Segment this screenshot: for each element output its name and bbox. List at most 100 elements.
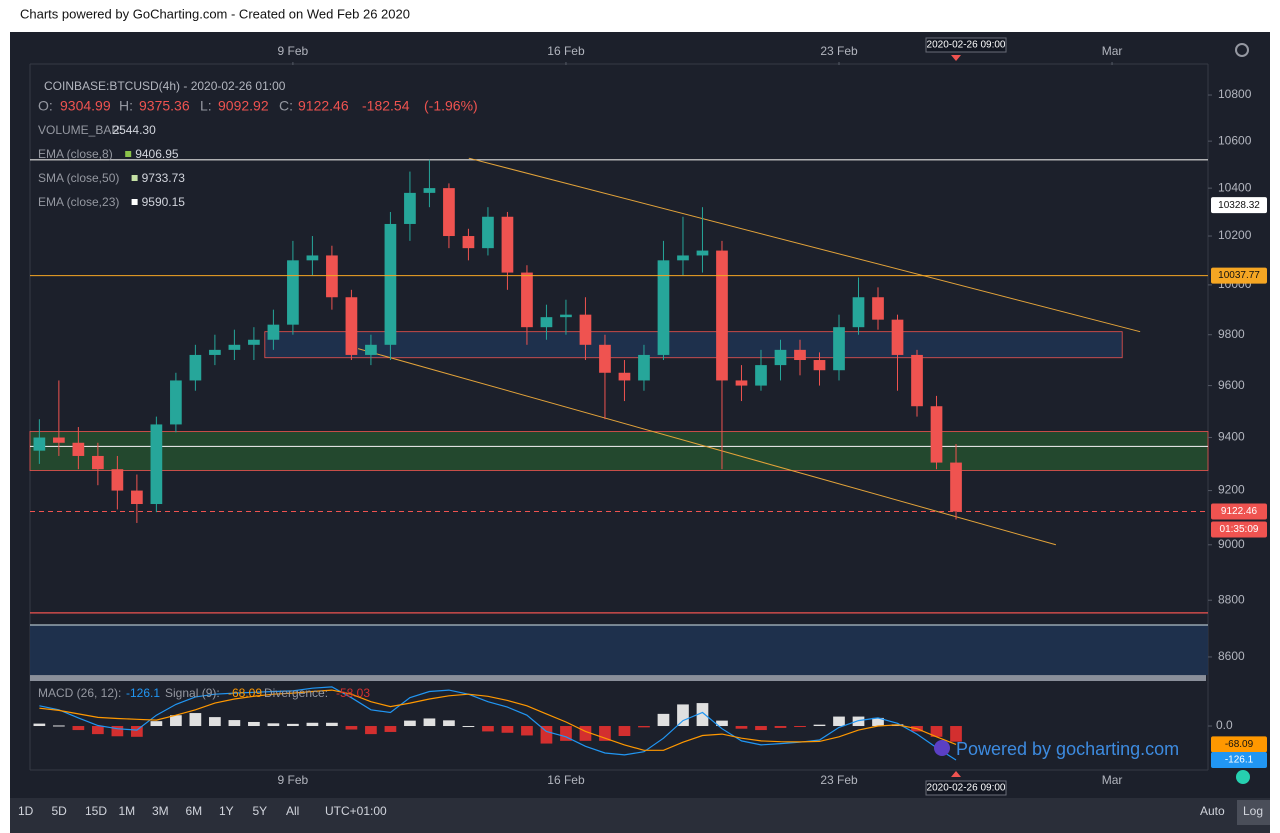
status-dot (1236, 770, 1250, 784)
divergence-bar (33, 723, 46, 727)
candle-body (111, 469, 124, 491)
candle-body (443, 188, 455, 237)
candle-body (813, 360, 826, 371)
price-tag-bg (1211, 267, 1267, 284)
candle-body (287, 260, 299, 325)
y-tick-label: 10600 (1218, 133, 1252, 147)
divergence-bar (384, 726, 397, 732)
countdown: 01:35:09 (1220, 524, 1259, 535)
candle-body (501, 216, 514, 273)
candle-body (696, 250, 709, 256)
watermark-logo (934, 740, 950, 756)
x-tick-label: 9 Feb (278, 773, 309, 787)
divergence-bar (794, 726, 806, 728)
y-tick-label: 9400 (1218, 430, 1245, 444)
candle-body (891, 319, 904, 355)
divergence-bar (696, 703, 709, 727)
crosshair-marker (951, 55, 962, 61)
candle-body (657, 260, 670, 355)
last-price-tag-bg (1211, 503, 1267, 520)
price-tag-bg (1211, 197, 1267, 214)
divergence-bar (813, 724, 826, 727)
candle-body (794, 349, 806, 361)
divergence-bar (638, 726, 650, 728)
divergence-bar (72, 726, 85, 731)
crosshair-label-bg (925, 37, 1007, 53)
divergence-bar (774, 726, 787, 728)
candle-body (423, 188, 436, 193)
range-button[interactable]: 5D (52, 804, 68, 818)
candle-body (774, 349, 787, 366)
signal-tag: -68.09 (1225, 739, 1254, 750)
timezone[interactable]: UTC+01:00 (325, 804, 387, 818)
log-button[interactable]: Log (1243, 804, 1263, 818)
high-value: 9375.36 (139, 98, 190, 114)
divergence-bar (540, 726, 553, 744)
candle-body (53, 437, 65, 443)
x-tick-label: 16 Feb (547, 773, 585, 787)
signal-line (39, 689, 957, 751)
range-button[interactable]: 15D (85, 804, 107, 818)
divergence-bar (482, 726, 494, 732)
divergence-bar (618, 726, 631, 736)
change: -182.54 (362, 98, 410, 114)
macd-title: MACD (26, 12): (38, 686, 121, 700)
symbol: COINBASE:BTCUSD(4h) - 2020-02-26 01:00 (44, 79, 286, 93)
trendline (468, 157, 1141, 333)
price-tag: 10328.32 (1218, 200, 1260, 211)
auto-button[interactable]: Auto (1200, 804, 1225, 818)
open-value: 9304.99 (60, 98, 111, 114)
divergence-bar (189, 713, 202, 727)
divergence-bar (579, 726, 592, 741)
candle-body (930, 406, 943, 463)
toolbar-items: UTC+01:00 Auto Log 1D 5D 15D 1M 3M 6M 1Y 5Y All (18, 804, 1263, 818)
candle-body (131, 490, 143, 505)
settings-gear[interactable] (1235, 43, 1249, 57)
range-button[interactable]: All (286, 804, 299, 818)
signal-tag-bg (1211, 736, 1267, 753)
divergence-title: Divergence: (264, 686, 328, 700)
range-button[interactable]: 5Y (253, 804, 268, 818)
y-tick-label: 8800 (1218, 592, 1245, 606)
indicator-value: 9406.95 (135, 147, 179, 161)
candle-body (677, 255, 689, 261)
candle-body (365, 344, 377, 355)
header-bar (0, 0, 1280, 30)
y-tick-label: 10400 (1218, 180, 1252, 194)
candle-body (92, 455, 104, 470)
range-button[interactable]: 6M (186, 804, 203, 818)
range-button[interactable]: 1D (18, 804, 34, 818)
divergence-bar (950, 726, 962, 742)
divergence-bar (365, 726, 377, 735)
y-tick-label: 10800 (1218, 87, 1252, 101)
candle-body (872, 297, 884, 320)
low-name: L: (200, 98, 212, 114)
candle-body (482, 216, 494, 249)
marks: 8600880090009200940096009800100001020010… (29, 37, 1267, 796)
range-button[interactable]: 1Y (219, 804, 234, 818)
divergence-bar (423, 718, 436, 727)
y-tick-label: 9000 (1218, 537, 1245, 551)
indicator-name: EMA (close,8) (38, 147, 113, 161)
divergence-bar (248, 721, 260, 727)
open-name: O: (38, 98, 53, 114)
divergence-bar (501, 726, 514, 733)
watermark: Powered by gocharting.com (956, 739, 1179, 759)
candle-body (170, 380, 182, 425)
x-tick-label: 9 Feb (278, 44, 309, 58)
y-tick-label: 9200 (1218, 483, 1245, 497)
toolbar (10, 798, 1270, 833)
indicator-value: 9733.73 (142, 171, 186, 185)
divergence-value: -58.03 (336, 686, 370, 700)
divergence-bar (930, 726, 943, 737)
divergence-bar (306, 722, 319, 727)
divergence-bar (735, 726, 748, 729)
range-button[interactable]: 3M (152, 804, 169, 818)
divergence-bar (404, 720, 416, 727)
divergence-bar (677, 704, 689, 727)
range-button[interactable]: 1M (119, 804, 136, 818)
divergence-bar (872, 717, 884, 727)
candle-body (599, 344, 611, 373)
legend: COINBASE:BTCUSD(4h) - 2020-02-26 01:00 O… (38, 43, 1250, 784)
zone (29, 431, 1209, 471)
